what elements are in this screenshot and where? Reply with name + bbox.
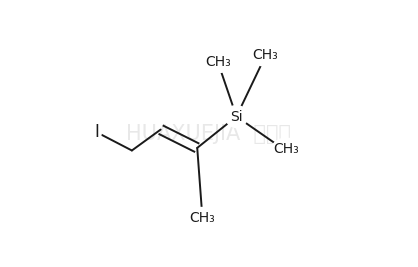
Ellipse shape (188, 207, 217, 229)
Text: HUAXUEJIA  化学加: HUAXUEJIA 化学加 (127, 124, 291, 143)
Text: CH₃: CH₃ (190, 211, 215, 225)
Text: Si: Si (230, 109, 243, 124)
Text: CH₃: CH₃ (205, 55, 231, 69)
Ellipse shape (92, 125, 101, 140)
Ellipse shape (251, 44, 280, 66)
Ellipse shape (272, 138, 301, 160)
Text: CH₃: CH₃ (273, 142, 299, 156)
Text: I: I (94, 123, 99, 141)
Ellipse shape (225, 105, 247, 127)
Text: CH₃: CH₃ (252, 48, 278, 62)
Ellipse shape (204, 51, 232, 73)
